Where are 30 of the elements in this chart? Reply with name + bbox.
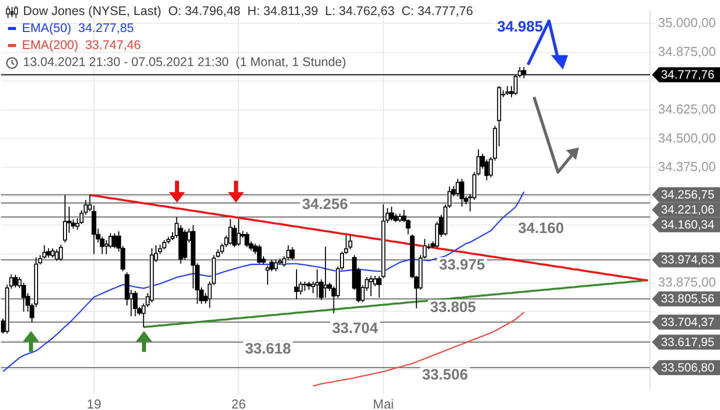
ref-line-label: 34.777,76 [661, 68, 715, 82]
annotation: 33.506 [422, 366, 468, 384]
y-tick-label: 34.875,00 [658, 44, 716, 59]
annotation: 34.256 [302, 196, 348, 214]
ref-line-label: 33.506,80 [661, 360, 715, 374]
ref-line-label: 33.704,37 [661, 314, 715, 329]
annotation: 33.805 [430, 298, 476, 316]
text: 13.04.2021 21:30 - 07.05.2021 21:30 (1 Monat, 1 Stunde) [23, 54, 346, 71]
ref-line-label: 33.805,56 [661, 292, 715, 306]
annotation: 33.618 [245, 340, 291, 358]
legend-label: EMA(200) 33.747,46 [22, 37, 141, 54]
ref-line-label: 34.160,34 [661, 218, 715, 232]
ref-line-label: 33.617,95 [661, 334, 715, 349]
x-tick-label: Mai [372, 396, 394, 410]
y-tick-label: 33.875,00 [658, 274, 716, 290]
y-tick-label: 34.500,00 [658, 130, 716, 146]
ref-line-label: 34.256,75 [661, 188, 715, 202]
x-tick-label: 26 [231, 396, 246, 410]
chart-title: Dow Jones (NYSE, Last) O: 34.796,48 H: 34.811,39 L: 34.762,63 C: 34.777,76 [23, 3, 474, 20]
ref-line-label: 33.974,63 [661, 252, 715, 267]
annotation: 33.704 [332, 320, 379, 338]
ref-line-label: 34.221,06 [661, 202, 715, 217]
x-tick-label: 19 [86, 396, 102, 410]
annotation: 34.160 [518, 220, 564, 238]
annotation: 33.975 [439, 256, 485, 274]
y-tick-label: 35.000,00 [658, 15, 716, 30]
y-tick-label: 34.625,00 [658, 102, 716, 116]
y-tick-label: 34.375,00 [658, 159, 716, 174]
annotation: 34.985 [497, 18, 543, 36]
legend-label: EMA(50) 34.277,85 [22, 20, 134, 37]
